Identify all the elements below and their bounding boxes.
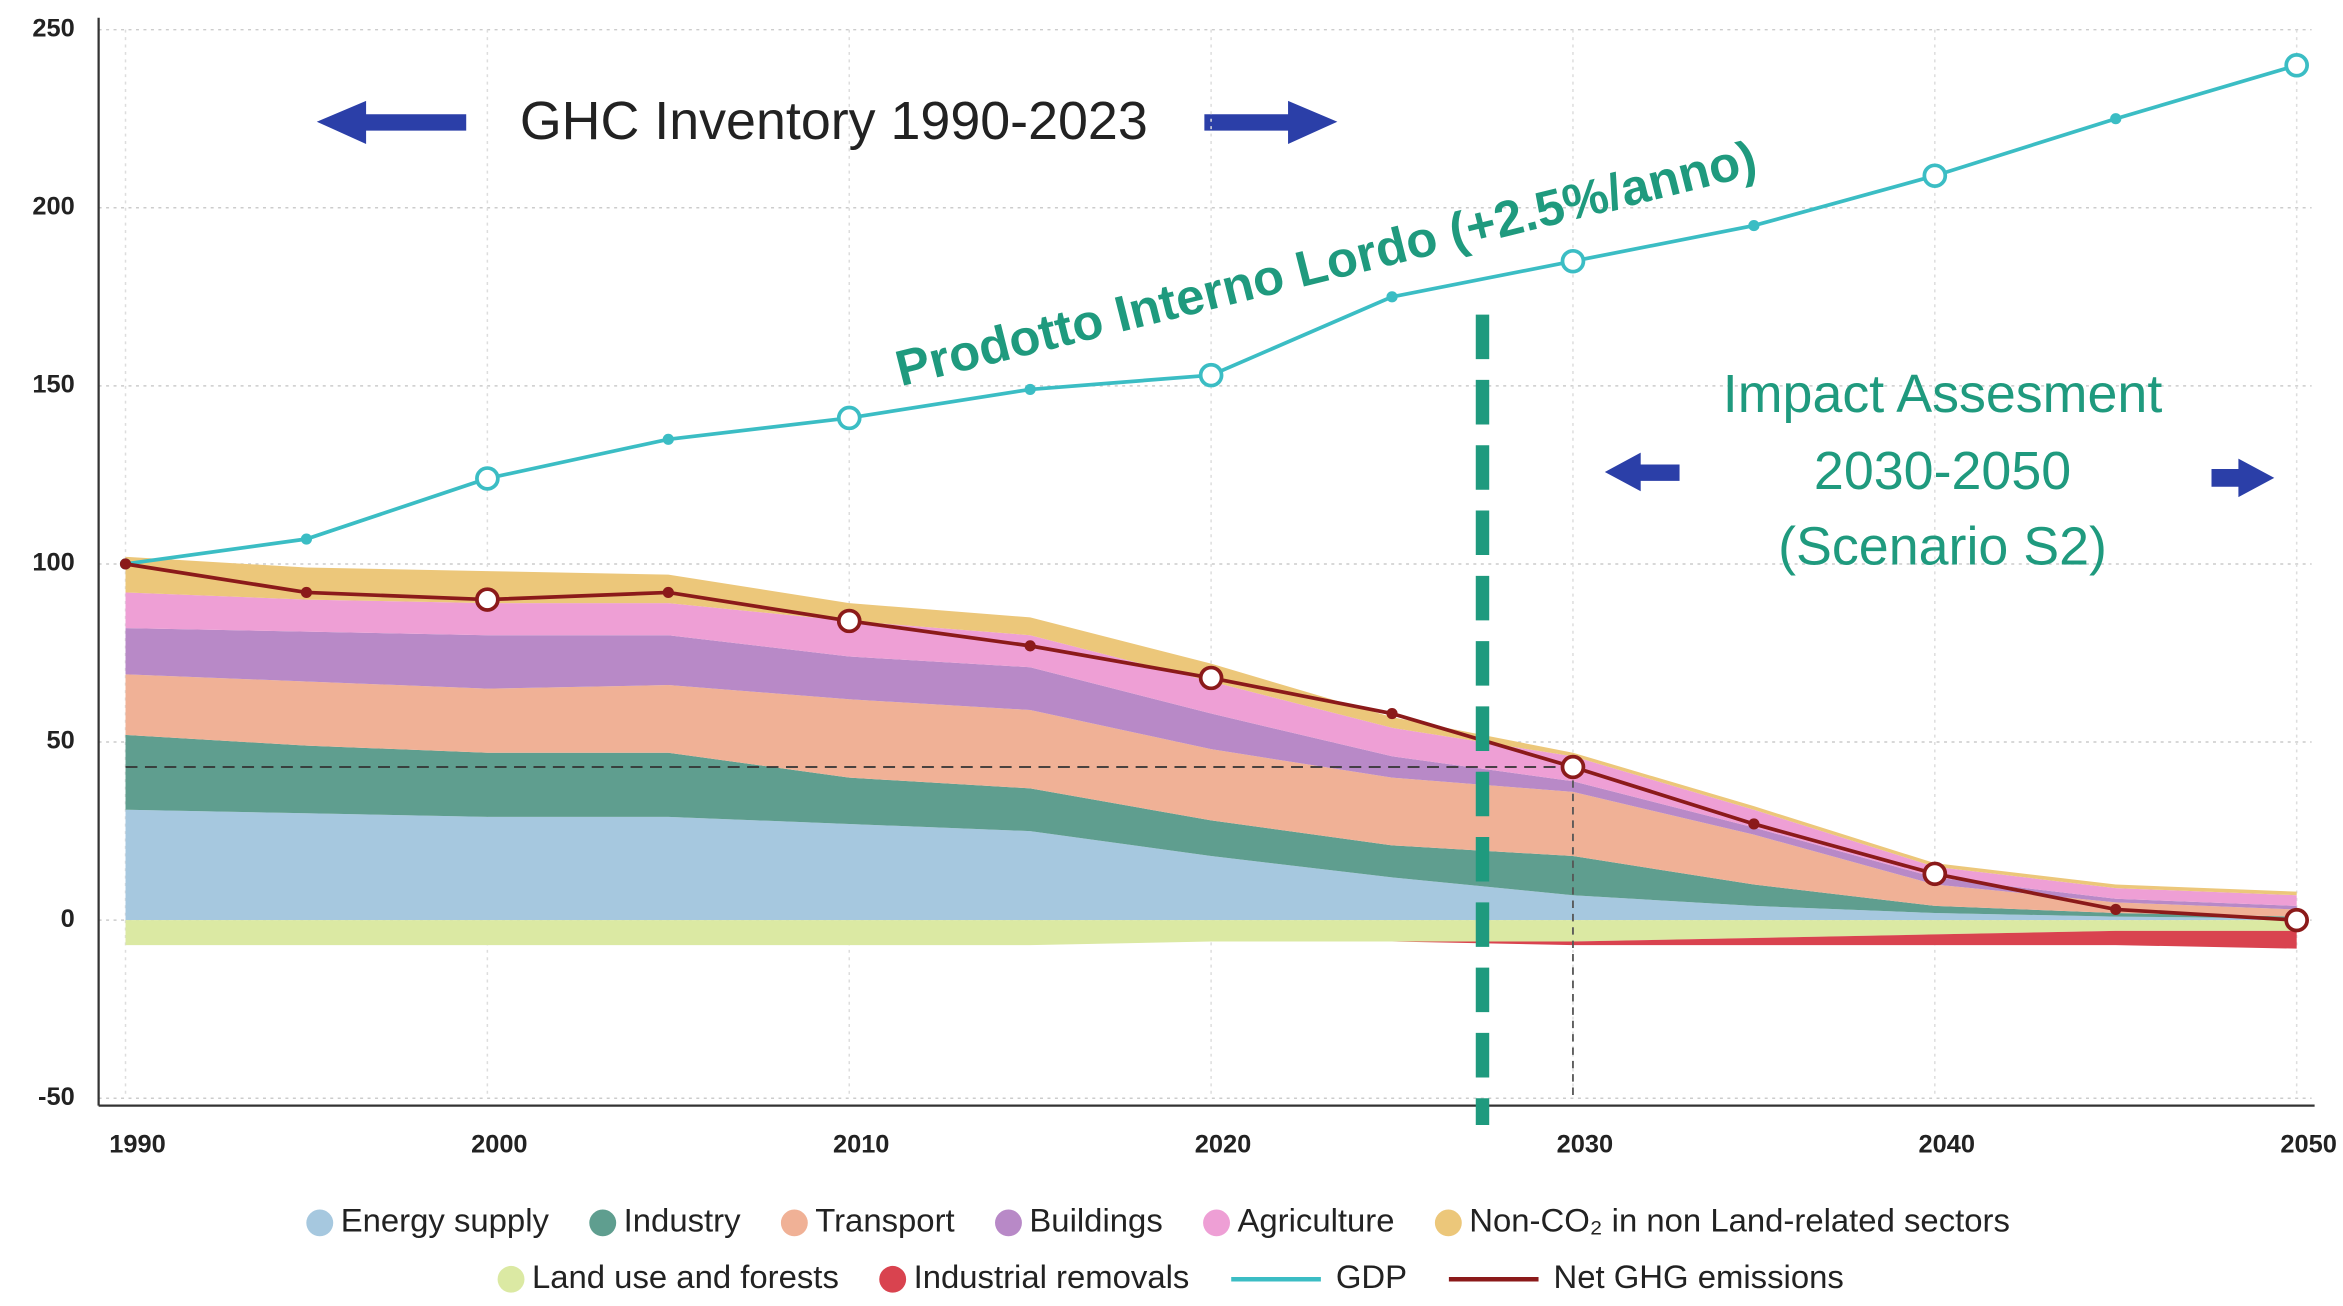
y-tick-label: 0 [61,905,75,933]
legend-swatch [497,1265,525,1293]
point [300,533,313,545]
area [125,734,2297,919]
arrow-right [2211,458,2275,498]
point [1198,362,1224,388]
legend-swatch [1434,1209,1462,1237]
legend-label: GDP [1336,1258,1407,1295]
point [300,586,313,599]
point [2284,53,2310,78]
legend-label: Industry [624,1202,742,1239]
legend-label: Energy supply [341,1202,550,1239]
area [125,809,2297,921]
point [1748,220,1760,232]
point [1560,248,1586,274]
legend-label: Land use and forests [532,1258,839,1295]
legend-label: Non-CO₂ in non Land-related sectors [1469,1202,2010,1239]
legend-swatch [306,1209,334,1237]
point [1024,640,1036,652]
arrow-left [1604,452,1680,492]
annotation: Impact Assesment [1723,364,2163,424]
area [125,556,2297,896]
legend-swatch [995,1209,1022,1237]
y-tick-label: -50 [38,1083,75,1111]
area [125,920,2297,946]
legend-swatch [1203,1209,1230,1237]
x-tick-label: 2010 [833,1130,889,1158]
point [475,587,500,612]
legend-label: Industrial removals [914,1258,1190,1295]
legend-swatch [879,1265,907,1293]
point [119,558,132,570]
arrow-right [1204,100,1338,144]
point [2284,907,2310,933]
point [1922,861,1948,887]
legend-label: Agriculture [1237,1202,1394,1239]
y-tick-label: 200 [32,193,74,221]
x-tick-label: 2040 [1919,1130,1975,1158]
annotation: (Scenario S2) [1778,517,2107,577]
point [662,586,674,599]
x-tick-label: 2020 [1195,1130,1251,1158]
legend-swatch [780,1209,808,1237]
point [1386,707,1398,720]
x-tick-label: 2000 [471,1130,527,1158]
point [2110,113,2122,125]
annotation: Prodotto Interno Lordo (+2.5%/anno) [890,129,1762,397]
point [1386,291,1398,303]
arrow-left [316,100,467,144]
area [125,674,2297,917]
legend-label: Buildings [1029,1202,1162,1239]
point [1748,818,1760,830]
y-tick-label: 150 [32,371,74,399]
x-tick-label: 1990 [109,1130,165,1158]
y-tick-label: 50 [46,727,74,755]
legend-label: Transport [815,1202,954,1239]
arrows [316,100,2275,498]
area [125,628,2297,910]
point [2110,903,2122,916]
y-tick-label: 100 [32,549,74,577]
plot-area [98,28,2312,1099]
annotation: 2030-2050 [1814,441,2071,501]
y-tick-label: 250 [32,14,74,42]
point [1198,665,1224,691]
point [836,405,862,431]
point [1922,163,1948,188]
area [125,930,2297,949]
legend-label: Net GHG emissions [1553,1258,1843,1295]
x-tick-label: 2050 [2280,1130,2336,1158]
point [662,433,674,445]
annotation: GHC Inventory 1990-2023 [520,91,1148,151]
point [1560,754,1586,780]
point [1024,383,1036,395]
point [475,466,500,491]
legend-swatch [589,1209,617,1237]
point [836,608,862,634]
x-tick-label: 2030 [1557,1130,1613,1158]
